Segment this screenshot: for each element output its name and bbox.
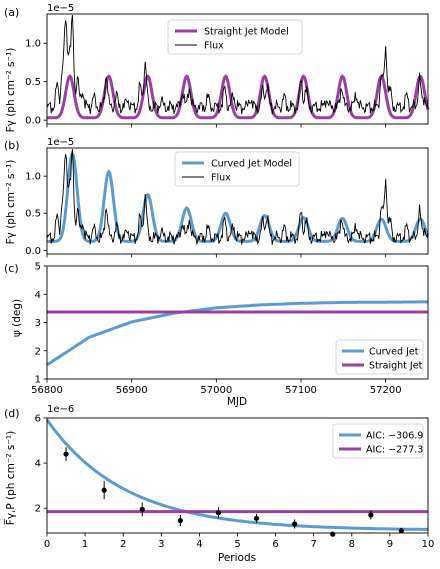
panel-a-lines: [46, 14, 430, 120]
data-point: [398, 528, 404, 534]
x-tick-label: 57200: [370, 385, 402, 396]
panel-c-lines: [46, 300, 428, 367]
data-point: [139, 506, 145, 512]
panel-d-legend-curved-label: AIC: −306.9: [366, 431, 423, 442]
panel-c-xlabel: MJD: [227, 396, 247, 408]
data-point: [177, 517, 183, 524]
panel-b-legend: Curved Jet Model Flux: [174, 151, 300, 187]
y-tick-label: 1.0: [25, 172, 41, 183]
panel-a-legend-box: [167, 19, 303, 55]
panel-c-label: (c): [4, 262, 19, 275]
panel-d-lines: [45, 418, 429, 531]
panel-a-legend-flux-label: Flux: [204, 41, 224, 52]
x-tick-label: 8: [349, 539, 355, 550]
x-tick-label: 57100: [285, 385, 317, 396]
y-tick-label: 0.5: [25, 77, 41, 88]
y-tick-label: 3: [35, 318, 41, 329]
panel-b-legend-box: [174, 151, 300, 187]
x-tick-label: 56800: [31, 385, 63, 396]
x-tick-label: 5: [234, 539, 240, 550]
y-tick-label: 6: [35, 414, 41, 425]
panel-a-legend: Straight Jet Model Flux: [167, 19, 303, 55]
y-tick-label: 1: [35, 375, 41, 386]
x-tick-label: 57000: [200, 385, 232, 396]
panel-b: (b) 1e−5 Fγ (ph cm⁻² s⁻¹) 0.0 0.5 1.0 Curv…: [4, 137, 430, 258]
y-tick-label: 0.0: [25, 116, 41, 127]
data-point: [253, 515, 260, 521]
y-tick-label: 0.5: [25, 209, 41, 220]
straight-jet-model-line: [47, 74, 430, 120]
panel-c-legend-straight-label: Straight Jet: [369, 361, 423, 372]
panel-a: (a) 1e−5 Fγ (ph cm⁻² s⁻¹) 0.0 0.5 1.0 Stra…: [4, 3, 430, 133]
data-point: [63, 451, 69, 457]
curved-fit-line: [45, 418, 429, 531]
data-point: [101, 487, 107, 493]
panel-b-frame: [46, 147, 429, 255]
panel-c: (c) ψ (deg) MJD 1 2 3 4 5 56800 56900 57000 5710…: [4, 262, 429, 408]
x-tick-label: 1: [82, 539, 88, 550]
panel-b-legend-flux-label: Flux: [211, 173, 231, 184]
panel-a-legend-model-label: Straight Jet Model: [204, 27, 289, 38]
y-tick-label: 2: [35, 504, 41, 515]
panel-c-legend: Curved Jet Straight Jet: [335, 339, 424, 375]
panel-c-ylabel: ψ (deg): [11, 299, 23, 337]
panel-d-ylabel: F̅γ,P (ph cm⁻² s⁻¹): [4, 431, 17, 525]
panel-a-frame: [46, 13, 429, 125]
x-tick-label: 56900: [116, 385, 148, 396]
panel-b-ticks: 0.0 0.5 1.0: [25, 172, 387, 258]
panel-a-ticks: 0.0 0.5 1.0: [25, 39, 387, 128]
panel-b-lines: [46, 148, 430, 246]
flux-line: [46, 14, 429, 115]
panel-c-ticks: 1 2 3 4 5 56800 56900 57000 57100 57200: [31, 262, 401, 397]
x-tick-label: 9: [387, 539, 393, 550]
x-tick-label: 0: [44, 539, 50, 550]
panel-b-multiplier: 1e−5: [47, 137, 74, 148]
x-tick-label: 7: [311, 539, 317, 550]
panel-d-legend-straight-label: AIC: −277.3: [366, 445, 423, 456]
panel-a-multiplier: 1e−5: [47, 3, 74, 14]
panel-c-legend-curved-label: Curved Jet: [369, 347, 419, 358]
y-tick-label: 0.0: [25, 246, 41, 257]
panel-d-xlabel: Periods: [218, 552, 256, 564]
x-tick-label: 6: [272, 539, 278, 550]
data-point: [215, 510, 222, 516]
x-tick-label: 3: [158, 539, 164, 550]
y-tick-label: 2: [35, 346, 41, 357]
panel-d-legend: AIC: −306.9 AIC: −277.3: [332, 423, 424, 459]
panel-a-ylabel: Fγ (ph cm⁻² s⁻¹): [5, 48, 17, 133]
curved-jet-line: [46, 300, 428, 367]
y-tick-label: 4: [35, 290, 41, 301]
panel-a-label: (a): [4, 6, 19, 19]
y-tick-label: 4: [35, 459, 41, 470]
panel-d-frame: [46, 417, 429, 534]
panel-d-points: [63, 447, 404, 537]
data-point: [292, 521, 298, 527]
x-tick-label: 2: [120, 539, 126, 550]
panel-b-ylabel: Fγ (ph cm⁻² s⁻¹): [5, 160, 17, 245]
flux-line: [46, 148, 429, 246]
panel-b-legend-model-label: Curved Jet Model: [211, 159, 292, 170]
panel-d-ticks: 2 4 6 0 1 2 3 4 5 6 7 8 9 10: [35, 414, 435, 551]
x-tick-label: 10: [422, 539, 435, 550]
panel-d: (d) 1e−6 F̅γ,P (ph cm⁻² s⁻¹) Periods 2 4 6…: [4, 404, 434, 564]
x-tick-label: 4: [196, 539, 202, 550]
panel-b-label: (b): [4, 139, 20, 152]
panel-d-label: (d): [4, 407, 20, 420]
data-point: [330, 531, 336, 537]
panel-d-multiplier: 1e−6: [47, 404, 74, 415]
panel-c-frame: [46, 265, 429, 380]
data-point: [368, 512, 374, 518]
y-tick-label: 1.0: [25, 39, 41, 50]
y-tick-label: 5: [35, 262, 41, 273]
